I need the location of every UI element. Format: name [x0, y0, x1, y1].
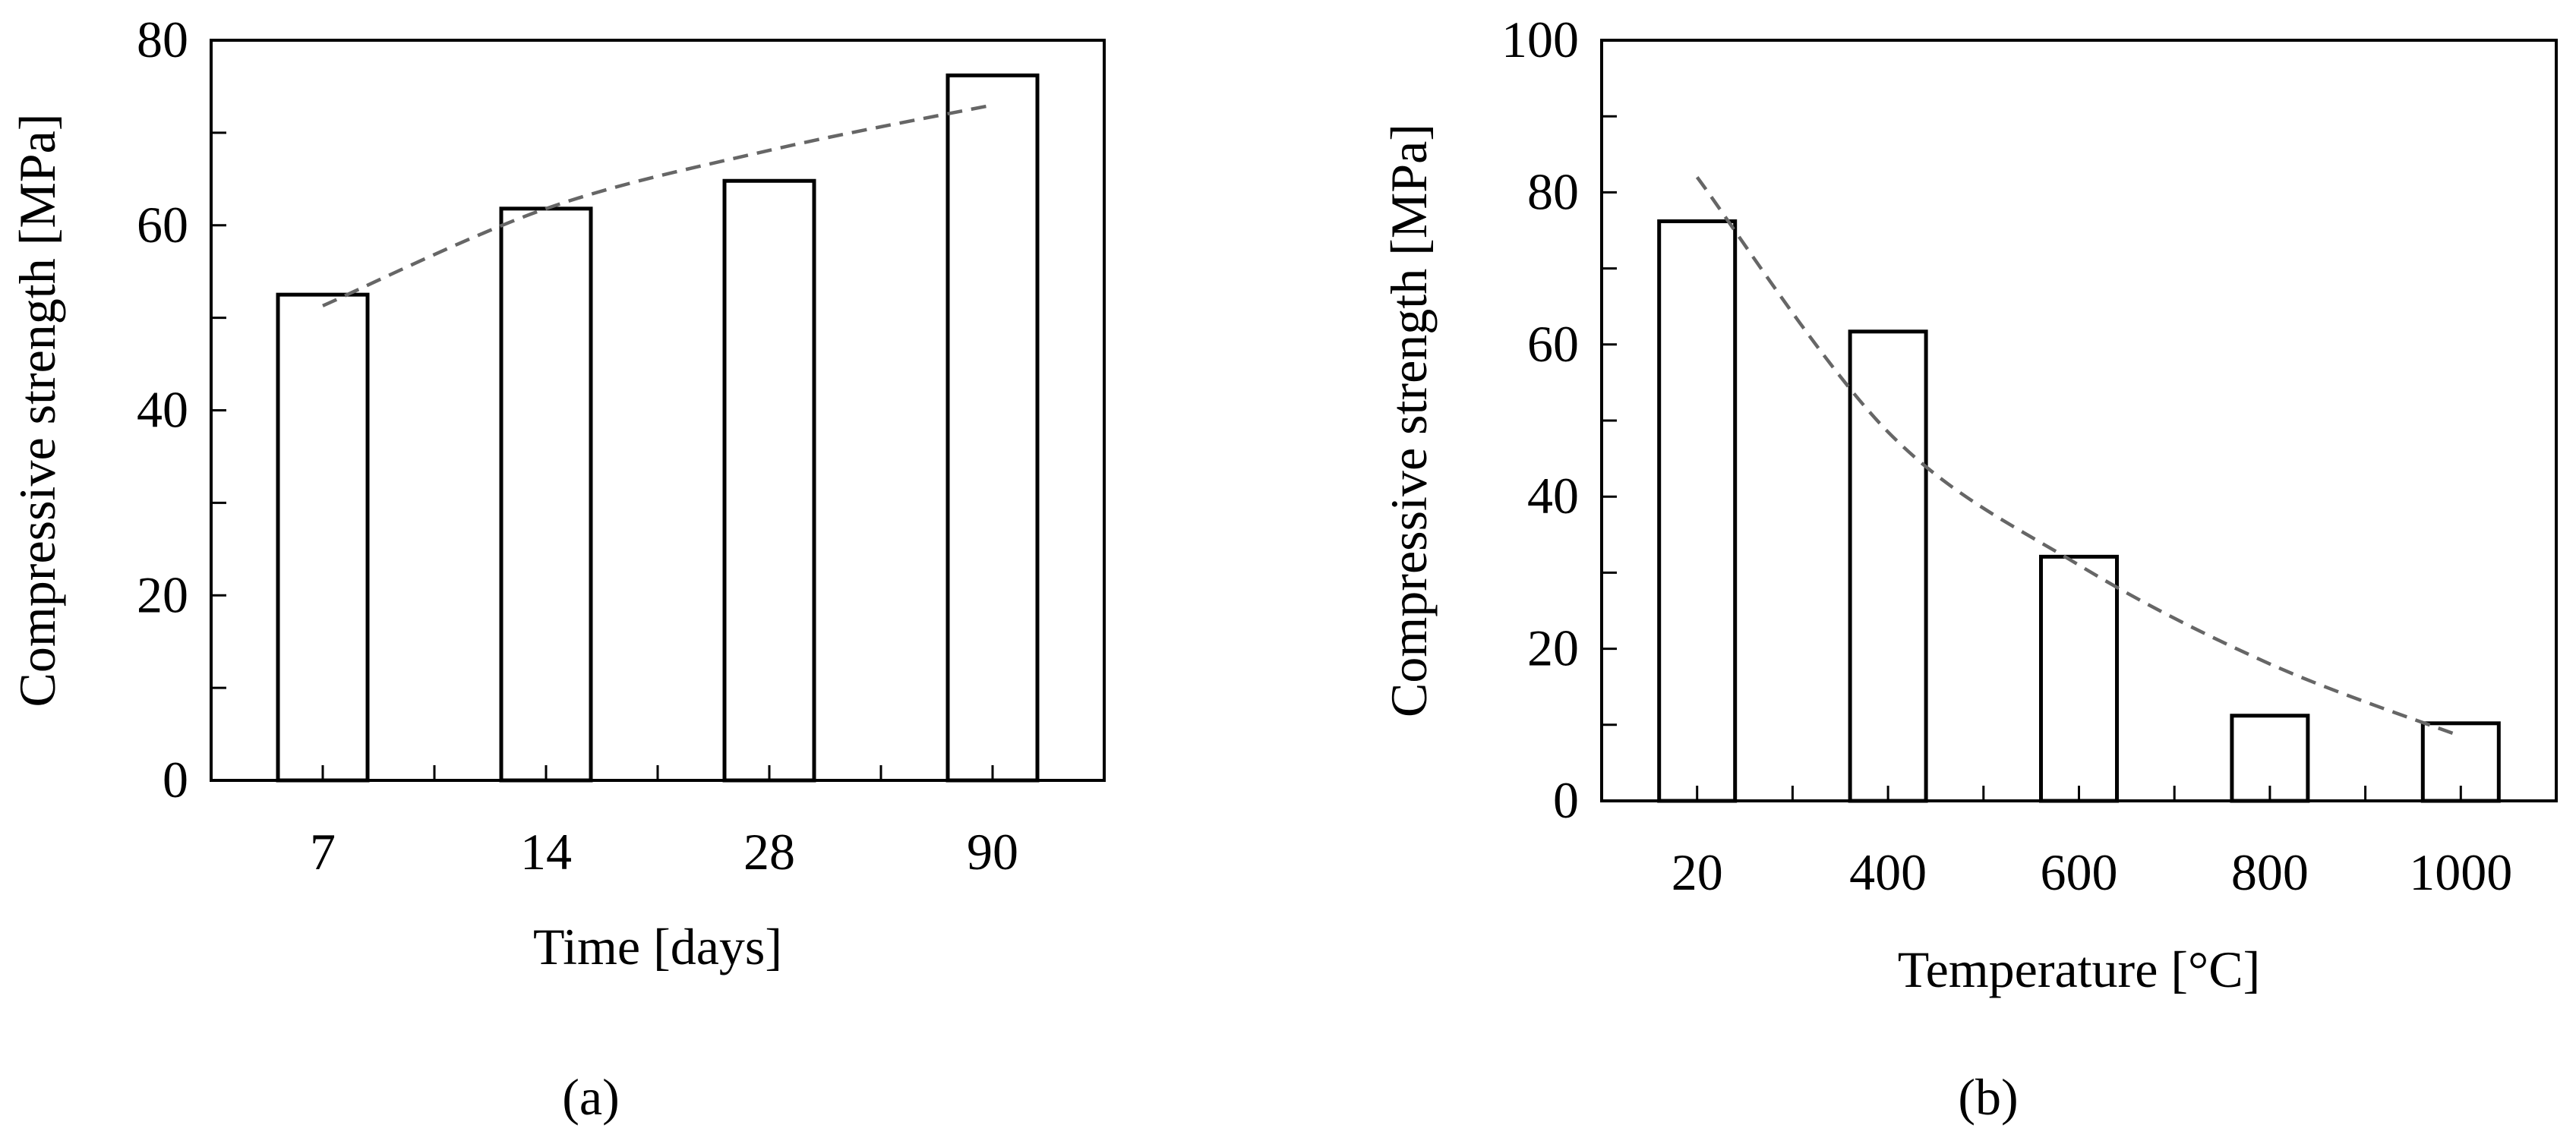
chart-b-x-tick-label: 20	[1672, 843, 1723, 901]
chart-a-x-tick-label: 7	[310, 823, 336, 881]
chart-b-x-tick-label: 800	[2231, 843, 2309, 901]
chart-b-x-tick-label: 1000	[2409, 843, 2512, 901]
chart-a-y-axis-label: Compressive strength [MPa]	[8, 114, 66, 708]
chart-a-y-tick-label: 80	[137, 11, 188, 68]
chart-a-bar-1	[499, 206, 593, 783]
chart-b-y-tick-label: 80	[1527, 162, 1579, 220]
chart-a-bar-3	[945, 73, 1040, 783]
chart-b-y-axis-label: Compressive strength [MPa]	[1380, 124, 1438, 717]
chart-a-y-tick-label: 20	[137, 566, 188, 623]
chart-a-y-tick-label: 60	[137, 196, 188, 254]
chart-a-y-tick-label: 0	[163, 751, 188, 808]
chart-b-x-tick-label: 400	[1849, 843, 1927, 901]
chart-b-y-tick-label: 20	[1527, 619, 1579, 677]
chart-b-y-tick-label: 0	[1553, 771, 1579, 829]
chart-a-x-tick-label: 14	[520, 823, 572, 881]
chart-a-panel-label: (a)	[562, 1068, 619, 1126]
chart-a-bar-2	[722, 178, 816, 783]
chart-b-y-tick-label: 40	[1527, 467, 1579, 525]
chart-a-trendline	[322, 103, 993, 307]
chart-a-x-axis-label: Time [days]	[533, 918, 782, 975]
chart-a-x-tick-label: 28	[743, 823, 795, 881]
chart-a-x-tick-label: 90	[967, 823, 1018, 881]
chart-b-x-tick-label: 600	[2041, 843, 2118, 901]
chart-panel-a: 0 20 40 60 80 7 14 28 90 Time [days] Compressive s…	[8, 11, 1106, 1126]
chart-b-panel-label: (b)	[1958, 1068, 2018, 1126]
chart-b-y-tick-label: 60	[1527, 315, 1579, 373]
chart-b-bar-0	[1657, 219, 1738, 803]
chart-a-y-tick-label: 40	[137, 381, 188, 439]
chart-b-x-axis-label: Temperature [°C]	[1898, 941, 2260, 998]
chart-b-y-tick-label: 100	[1501, 11, 1579, 68]
chart-b-bar-2	[2039, 554, 2119, 803]
chart-panel-b: 0 20 40 60 80 100 20 400 600 800 1000 Temperature […	[1380, 11, 2558, 1126]
chart-b-trendline	[1695, 176, 2462, 738]
chart-a-bar-0	[276, 292, 370, 783]
